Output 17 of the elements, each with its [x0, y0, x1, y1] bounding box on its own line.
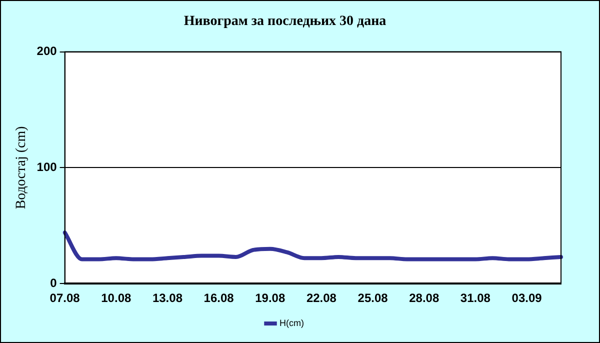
x-tick-label: 25.08: [358, 291, 388, 306]
x-tick-label: 22.08: [306, 291, 337, 306]
chart-title: Нивограм за последњих 30 дана: [184, 14, 386, 30]
line-series: [62, 230, 563, 262]
y-axis-title: Водостај (cm): [14, 126, 30, 210]
x-tick-label: 10.08: [101, 291, 132, 306]
y-tick-label: 0: [50, 276, 58, 290]
y-tick-label: 100: [36, 160, 58, 174]
x-tick-label: 31.08: [460, 291, 491, 306]
x-tick-label: 13.08: [152, 291, 183, 306]
x-tick-label: 03.09: [512, 291, 542, 306]
y-tick-label: 200: [36, 44, 58, 58]
x-tick-label: 16.08: [204, 291, 234, 306]
x-tick-label: 07.08: [50, 291, 80, 306]
legend-label: H(cm): [280, 318, 304, 328]
x-tick-label: 28.08: [409, 291, 440, 306]
x-tick-label: 19.08: [255, 291, 286, 306]
